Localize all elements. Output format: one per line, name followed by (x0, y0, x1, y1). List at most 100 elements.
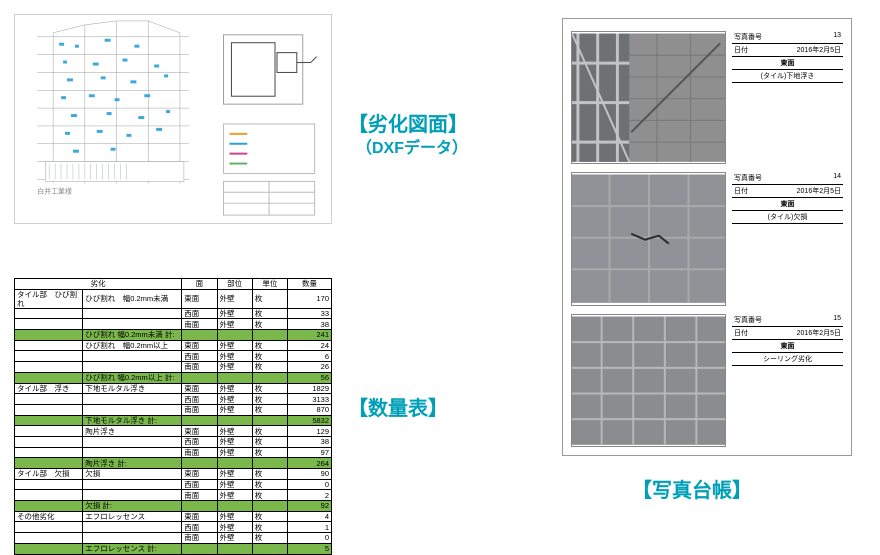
table-cell: 1829 (287, 383, 331, 394)
qty-header-cell: 面 (182, 279, 217, 290)
table-cell: 38 (287, 319, 331, 330)
table-cell (15, 501, 83, 512)
table-cell: 東面 (182, 426, 217, 437)
table-cell: 外壁 (217, 511, 252, 522)
table-cell: 外壁 (217, 394, 252, 405)
table-cell (83, 319, 182, 330)
ledger-defect: シーリング劣化 (732, 353, 843, 366)
qty-body: タイル部 ひび割れひび割れ 幅0.2mm未満東面外壁枚170西面外壁枚33南面外… (15, 289, 332, 554)
table-cell: ひび割れ 幅0.2mm以上 (83, 340, 182, 351)
ledger-row: 写真番号13日付2016年2月5日東面(タイル)下地浮き (571, 31, 843, 164)
ledger-face: 東面 (732, 198, 843, 211)
table-cell (252, 415, 287, 426)
ledger-face: 東面 (732, 340, 843, 353)
table-cell (15, 372, 83, 383)
table-cell (83, 533, 182, 544)
photo-ledger: 写真番号13日付2016年2月5日東面(タイル)下地浮き 写真番号14日付201… (562, 18, 852, 456)
table-row: エフロレッセンス 計:5 (15, 543, 332, 554)
table-cell: 56 (287, 372, 331, 383)
table-cell: その他劣化 (15, 511, 83, 522)
table-cell: 92 (287, 501, 331, 512)
table-row: 南面外壁枚0 (15, 533, 332, 544)
table-cell: 38 (287, 436, 331, 447)
table-cell: 陶片浮き 計: (83, 458, 182, 469)
table-cell (15, 308, 83, 319)
table-row: 南面外壁枚26 (15, 362, 332, 373)
table-cell: 外壁 (217, 404, 252, 415)
table-row: タイル部 浮き下地モルタル浮き東面外壁枚1829 (15, 383, 332, 394)
table-cell: 西面 (182, 308, 217, 319)
qty-header-cell: 部位 (217, 279, 252, 290)
ledger-blank (732, 83, 843, 164)
table-cell: 264 (287, 458, 331, 469)
table-cell: 0 (287, 533, 331, 544)
table-cell: 枚 (252, 308, 287, 319)
table-cell (15, 436, 83, 447)
table-row: 西面外壁枚33 (15, 308, 332, 319)
table-cell (83, 362, 182, 373)
table-row: 西面外壁枚0 (15, 479, 332, 490)
table-cell: 24 (287, 340, 331, 351)
table-cell: タイル部 欠損 (15, 469, 83, 480)
ledger-meta: 写真番号15日付2016年2月5日東面シーリング劣化 (732, 314, 843, 447)
table-row: ひび割れ 幅0.2mm以上 計: 56 (15, 372, 332, 383)
table-cell (217, 415, 252, 426)
table-cell: 外壁 (217, 319, 252, 330)
table-cell: 外壁 (217, 362, 252, 373)
table-cell (83, 394, 182, 405)
table-cell: 枚 (252, 469, 287, 480)
table-cell: ひび割れ 幅0.2mm未満 (83, 289, 182, 308)
qty-header-cell: 劣化 (15, 279, 182, 290)
table-cell: 南面 (182, 447, 217, 458)
ledger-meta: 写真番号14日付2016年2月5日東面(タイル)欠損 (732, 172, 843, 305)
table-cell (15, 533, 83, 544)
table-cell: 東面 (182, 383, 217, 394)
table-cell: 枚 (252, 426, 287, 437)
table-cell (83, 522, 182, 533)
table-cell: 西面 (182, 522, 217, 533)
quantity-table: 劣化面部位単位数量 タイル部 ひび割れひび割れ 幅0.2mm未満東面外壁枚170… (14, 278, 332, 555)
table-cell: 5832 (287, 415, 331, 426)
table-row: 西面外壁枚3133 (15, 394, 332, 405)
deterioration-drawing: 白井工業様 (14, 14, 332, 224)
table-row: 下地モルタル浮き 計:5832 (15, 415, 332, 426)
table-row: 南面外壁枚870 (15, 404, 332, 415)
ledger-date: 日付2016年2月5日 (732, 327, 843, 340)
table-cell (15, 458, 83, 469)
ledger-defect: (タイル)欠損 (732, 211, 843, 224)
table-cell: 3133 (287, 394, 331, 405)
table-cell: 241 (287, 330, 331, 341)
table-row: タイル部 欠損欠損東面外壁枚90 (15, 469, 332, 480)
table-cell (217, 543, 252, 554)
table-cell (15, 415, 83, 426)
table-cell (182, 330, 217, 341)
table-cell (217, 372, 252, 383)
table-row: 南面外壁枚2 (15, 490, 332, 501)
table-row: ひび割れ 幅0.2mm未満 計: 241 (15, 330, 332, 341)
drawing-caption: 白井工業様 (37, 186, 72, 195)
table-cell: 枚 (252, 404, 287, 415)
table-cell (252, 330, 287, 341)
table-cell: 外壁 (217, 447, 252, 458)
table-cell: 枚 (252, 362, 287, 373)
table-cell: 枚 (252, 436, 287, 447)
table-row: 南面外壁枚97 (15, 447, 332, 458)
table-cell: ひび割れ 幅0.2mm未満 計: (83, 330, 182, 341)
ledger-photo (571, 172, 726, 305)
table-cell: 枚 (252, 289, 287, 308)
table-cell: 欠損 (83, 469, 182, 480)
table-cell (83, 436, 182, 447)
table-cell: 枚 (252, 533, 287, 544)
table-row: 西面外壁枚1 (15, 522, 332, 533)
table-cell: 欠損 計: (83, 501, 182, 512)
table-cell: 6 (287, 351, 331, 362)
ledger-date: 日付2016年2月5日 (732, 185, 843, 198)
table-cell: 枚 (252, 319, 287, 330)
table-cell: 南面 (182, 319, 217, 330)
table-cell (15, 490, 83, 501)
table-cell: ひび割れ 幅0.2mm以上 計: (83, 372, 182, 383)
table-cell: 下地モルタル浮き (83, 383, 182, 394)
table-cell: 東面 (182, 340, 217, 351)
table-cell (15, 319, 83, 330)
qty-header-cell: 数量 (287, 279, 331, 290)
